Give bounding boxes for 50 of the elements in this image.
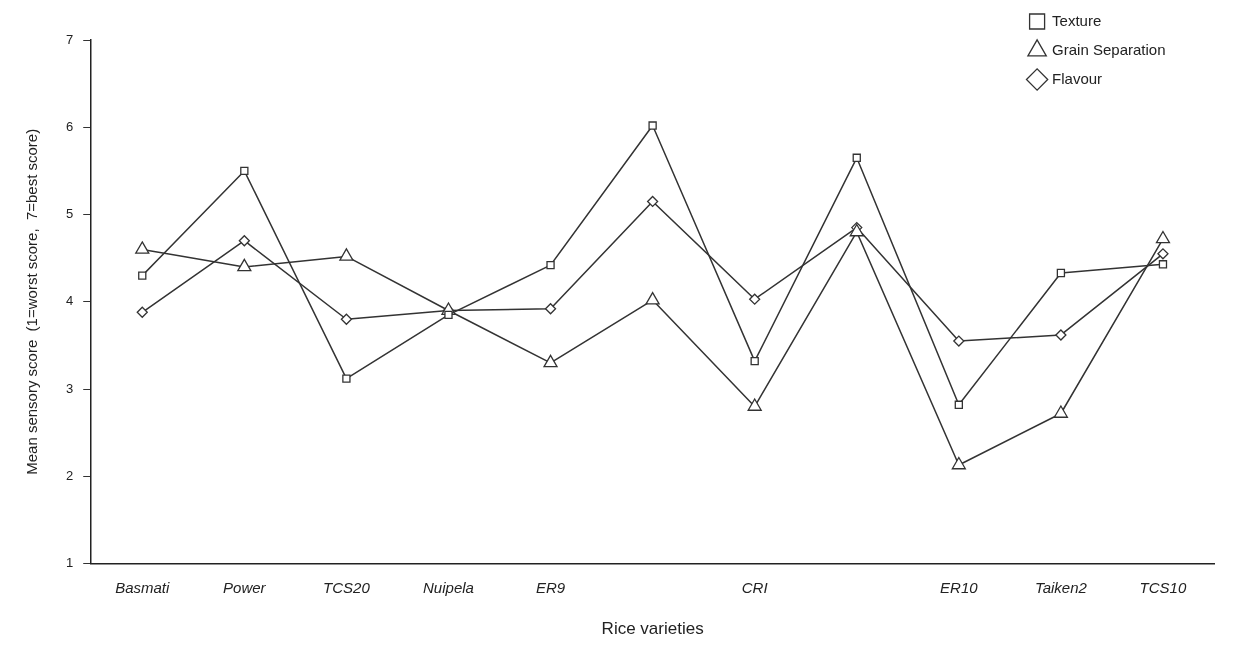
point bbox=[1056, 268, 1066, 278]
legend-label: Grain Separation bbox=[1052, 40, 1166, 58]
point bbox=[852, 153, 861, 162]
point bbox=[136, 306, 148, 318]
point bbox=[645, 291, 660, 305]
point bbox=[237, 258, 252, 272]
y-axis-title: Mean sensory score (1=worst score, 7=best score) bbox=[23, 128, 41, 475]
point bbox=[1155, 230, 1171, 244]
point bbox=[749, 293, 761, 305]
point bbox=[240, 166, 249, 176]
point bbox=[544, 303, 557, 315]
y-tick-label: 3 bbox=[66, 380, 74, 396]
point bbox=[1157, 248, 1169, 260]
x-tick-label: ER9 bbox=[535, 578, 566, 596]
x-tick-label: CRI bbox=[741, 578, 768, 596]
point bbox=[954, 400, 964, 409]
point bbox=[1055, 329, 1067, 341]
x-axis-title: Rice varieties bbox=[601, 619, 704, 639]
y-tick-label: 4 bbox=[66, 293, 74, 309]
y-tick-label: 2 bbox=[66, 467, 74, 483]
legend-label: Texture bbox=[1052, 11, 1102, 29]
point bbox=[342, 374, 351, 383]
point bbox=[951, 456, 966, 470]
point bbox=[238, 235, 250, 247]
point bbox=[750, 356, 759, 366]
point bbox=[339, 248, 354, 261]
x-tick-label: Basmati bbox=[115, 578, 171, 596]
x-tick-label: Power bbox=[223, 578, 267, 596]
point bbox=[648, 121, 657, 130]
point bbox=[138, 271, 147, 280]
point bbox=[953, 335, 965, 347]
y-tick-label: 1 bbox=[66, 555, 74, 571]
point bbox=[646, 195, 659, 208]
point bbox=[546, 260, 555, 270]
point bbox=[543, 354, 558, 368]
point bbox=[444, 310, 453, 320]
x-tick-label: TCS10 bbox=[1139, 578, 1187, 596]
y-tick-label: 7 bbox=[66, 31, 74, 47]
point bbox=[340, 313, 353, 325]
point bbox=[135, 241, 150, 254]
y-tick-label: 6 bbox=[66, 118, 74, 134]
y-tick-label: 5 bbox=[66, 206, 74, 222]
x-tick-label: TCS20 bbox=[323, 578, 371, 596]
x-tick-label: ER10 bbox=[940, 578, 979, 596]
x-tick-label: Taiken2 bbox=[1034, 578, 1088, 596]
point bbox=[1158, 260, 1168, 269]
legend-label: Flavour bbox=[1052, 69, 1103, 87]
x-tick-label: Nuipela bbox=[423, 578, 474, 596]
point bbox=[1053, 405, 1069, 418]
point bbox=[747, 398, 762, 411]
